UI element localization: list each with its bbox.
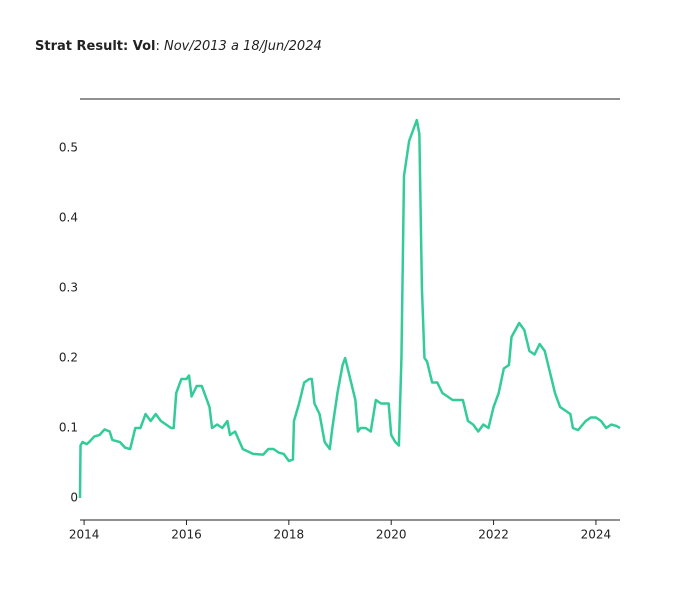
y-tick-label: 0.2 xyxy=(59,351,78,365)
y-tick-label: 0 xyxy=(70,491,78,505)
x-tick-label: 2020 xyxy=(376,528,407,542)
y-tick-label: 0.5 xyxy=(59,141,78,155)
title-main: Strat Result: Vol xyxy=(35,39,155,54)
chart-title: Strat Result: Vol: Nov/2013 a 18/Jun/202… xyxy=(35,39,322,54)
x-tick-label: 2018 xyxy=(274,528,305,542)
x-tick-label: 2014 xyxy=(69,528,100,542)
y-tick-label: 0.3 xyxy=(59,281,78,295)
y-tick-label: 0.1 xyxy=(59,421,78,435)
line-series xyxy=(78,118,621,499)
y-tick-label: 0.4 xyxy=(59,211,78,225)
x-tick-label: 2016 xyxy=(171,528,202,542)
x-tick-label: 2024 xyxy=(581,528,612,542)
x-tick-label: 2022 xyxy=(478,528,509,542)
title-separator: : xyxy=(155,39,159,54)
title-period: Nov/2013 a 18/Jun/2024 xyxy=(164,39,322,54)
